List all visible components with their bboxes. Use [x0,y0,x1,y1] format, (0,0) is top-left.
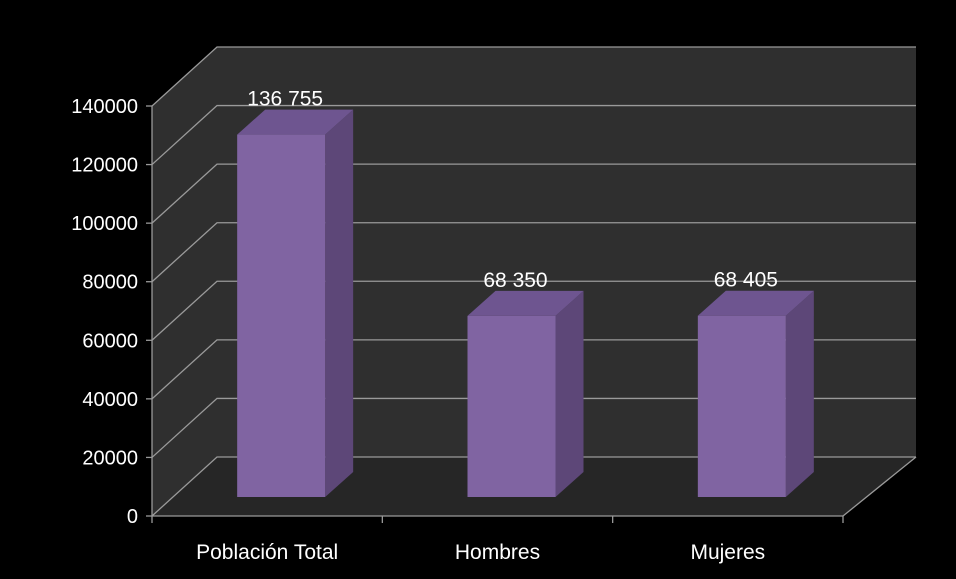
bar-top [237,109,354,135]
gridline [151,104,916,166]
chart-side-wall [152,47,217,516]
y-tick-label: 40000 [82,389,138,411]
x-category-label: Hombres [455,541,540,564]
gridline [151,397,916,458]
gridline [151,339,916,400]
data-label: 68 350 [483,269,547,292]
data-label: 136 755 [247,88,323,111]
x-category-label: Población Total [196,541,338,564]
y-tick-label: 80000 [82,272,138,294]
y-tick-label: 60000 [82,330,138,352]
floor-edge [842,456,917,517]
y-tick-label: 20000 [82,447,138,469]
bar [467,315,556,497]
gridline [151,456,916,517]
bar [697,315,786,497]
bar-side [325,109,354,498]
bar [237,134,326,497]
bar-side [555,290,584,497]
gridline [151,46,916,107]
y-tick-label: 100000 [71,213,138,235]
x-category-label: Mujeres [690,541,765,564]
y-tick-label: 140000 [71,96,138,118]
gridline [151,222,916,283]
bar-top [697,290,814,316]
data-label: 68 405 [714,269,778,292]
bar-top [467,290,584,316]
gridline [151,163,916,224]
gridline [151,280,916,341]
y-tick-label: 120000 [71,155,138,177]
y-tick-label: 0 [127,506,138,528]
bar-side [785,290,814,497]
